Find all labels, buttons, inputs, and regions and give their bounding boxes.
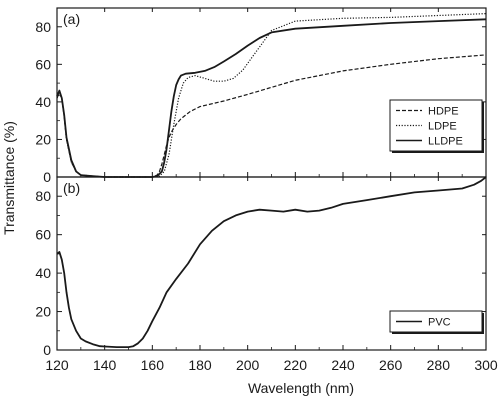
y-tick-label: 80 <box>35 19 51 35</box>
x-tick-label: 220 <box>284 357 308 373</box>
panel-b: 0 20 40 60 80 (b) PVC <box>35 176 487 358</box>
y-tick-label: 20 <box>35 131 51 147</box>
x-tick-label: 160 <box>141 357 165 373</box>
series-line-lldpe <box>56 18 487 178</box>
y-tick-label: 40 <box>35 265 51 281</box>
y-tick-label: 60 <box>35 227 51 243</box>
panel-label: (b) <box>63 180 80 196</box>
legend-label: PVC <box>428 317 451 329</box>
y-tick-label: 20 <box>35 304 51 320</box>
legend: PVC <box>389 310 484 334</box>
x-tick-label: 200 <box>236 357 260 373</box>
y-tick-label: 80 <box>35 188 51 204</box>
y-tick-label: 40 <box>35 94 51 110</box>
y-tick-label: 0 <box>43 342 51 358</box>
legend-label: LLDPE <box>428 136 463 148</box>
series-line-hdpe <box>56 54 487 178</box>
x-tick-label: 120 <box>45 357 69 373</box>
x-tick-label: 240 <box>331 357 355 373</box>
x-tick-label: 140 <box>93 357 117 373</box>
y-tick-label: 60 <box>35 56 51 72</box>
legend: HDPE LDPE LLDPE <box>389 99 484 153</box>
panel-label: (a) <box>63 11 80 27</box>
x-tick-label: 180 <box>188 357 212 373</box>
x-axis: 120 140 160 180 200 220 240 260 280 300 <box>45 357 498 373</box>
x-tick-label: 280 <box>427 357 451 373</box>
legend-label: HDPE <box>428 106 459 118</box>
legend-label: LDPE <box>428 121 457 133</box>
x-axis-title: Wavelength (nm) <box>248 380 354 396</box>
legend-box <box>389 310 483 333</box>
y-axis-title: Transmittance (%) <box>1 121 17 235</box>
y-tick-label: 0 <box>43 169 51 185</box>
x-tick-label: 300 <box>474 357 498 373</box>
panel-a: 0 20 40 60 80 (a) HDPE LDPE LLDPE <box>35 7 487 185</box>
series-line-ldpe <box>56 13 487 178</box>
series-line-pvc <box>56 176 487 348</box>
x-tick-label: 260 <box>379 357 403 373</box>
